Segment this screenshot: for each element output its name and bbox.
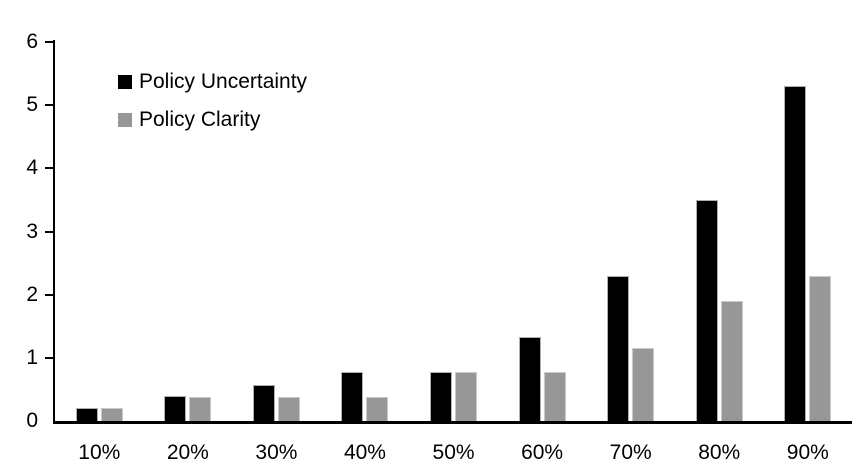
y-tick-mark bbox=[45, 41, 53, 43]
bar-group bbox=[675, 42, 764, 421]
legend-label: Policy Clarity bbox=[139, 107, 261, 131]
x-tick-label: 60% bbox=[521, 441, 564, 464]
legend: Policy Uncertainty Policy Clarity bbox=[118, 69, 308, 147]
bar-group bbox=[409, 42, 498, 421]
bar-group bbox=[144, 42, 233, 421]
bar-policy-clarity bbox=[720, 300, 743, 421]
legend-swatch-icon bbox=[118, 74, 132, 89]
bar-group bbox=[232, 42, 321, 421]
legend-label: Policy Uncertainty bbox=[139, 69, 308, 93]
x-axis-line bbox=[53, 421, 852, 424]
bar-policy-clarity bbox=[809, 275, 832, 421]
bar-policy-clarity bbox=[632, 348, 655, 421]
bar-policy-uncertainty bbox=[341, 372, 364, 421]
x-tick-label: 70% bbox=[609, 441, 652, 464]
x-tick-label: 30% bbox=[255, 441, 298, 464]
bar-group bbox=[764, 42, 852, 421]
bar-group bbox=[498, 42, 587, 421]
bar-policy-uncertainty bbox=[430, 371, 453, 421]
y-tick-label: 6 bbox=[26, 30, 38, 53]
x-tick-label: 20% bbox=[166, 441, 209, 464]
y-tick-label: 1 bbox=[26, 345, 38, 369]
plot-area bbox=[55, 42, 852, 421]
bar-policy-uncertainty bbox=[607, 275, 630, 421]
x-tick-label: 90% bbox=[786, 441, 829, 464]
bar-policy-uncertainty bbox=[695, 199, 718, 421]
bar-policy-clarity bbox=[366, 397, 389, 421]
x-tick-label: 50% bbox=[432, 441, 475, 464]
y-tick-label: 0 bbox=[26, 409, 38, 432]
bar-group bbox=[55, 42, 144, 421]
bar-group bbox=[586, 42, 675, 421]
y-tick-label: 2 bbox=[26, 282, 38, 306]
x-tick-label: 10% bbox=[78, 441, 121, 464]
bar-policy-uncertainty bbox=[784, 86, 807, 421]
bar-policy-uncertainty bbox=[164, 395, 187, 421]
bar-policy-clarity bbox=[277, 397, 300, 421]
legend-swatch-icon bbox=[118, 112, 132, 127]
y-tick-mark bbox=[45, 356, 53, 359]
bar-policy-uncertainty bbox=[75, 408, 98, 421]
legend-item: Policy Uncertainty bbox=[118, 69, 308, 93]
y-tick-label: 5 bbox=[26, 93, 38, 117]
bar-group bbox=[321, 42, 410, 421]
y-axis-line bbox=[53, 40, 55, 423]
y-tick-mark bbox=[45, 230, 53, 233]
x-axis-labels: 10% 20% 30% 40% 50% 60% 70% 80% 90% bbox=[55, 441, 852, 465]
bar-policy-uncertainty bbox=[518, 337, 541, 421]
y-tick-label: 4 bbox=[26, 156, 38, 180]
y-tick-mark bbox=[45, 104, 53, 107]
bar-policy-clarity bbox=[100, 408, 123, 421]
bar-policy-clarity bbox=[189, 397, 212, 421]
bar-policy-clarity bbox=[455, 372, 478, 421]
bar-policy-clarity bbox=[543, 372, 566, 421]
y-tick-mark bbox=[45, 293, 53, 296]
x-tick-label: 80% bbox=[698, 441, 741, 464]
x-tick-label: 40% bbox=[343, 441, 386, 464]
y-tick-label: 3 bbox=[26, 219, 38, 243]
bar-policy-uncertainty bbox=[252, 385, 275, 421]
y-tick-mark bbox=[45, 167, 53, 170]
legend-item: Policy Clarity bbox=[118, 107, 307, 131]
